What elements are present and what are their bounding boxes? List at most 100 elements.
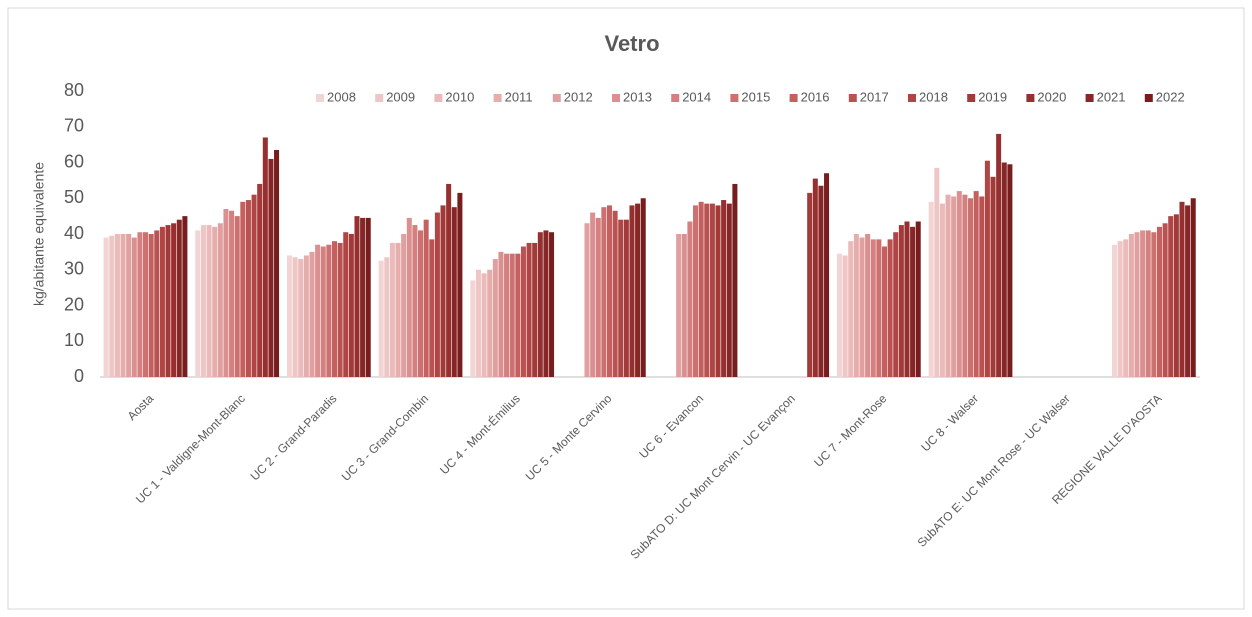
bar bbox=[709, 203, 715, 377]
bar bbox=[401, 234, 407, 377]
bar bbox=[470, 280, 476, 377]
bar bbox=[1162, 223, 1168, 377]
bar bbox=[893, 232, 899, 377]
bar bbox=[1190, 198, 1196, 377]
bar bbox=[842, 255, 848, 377]
bar bbox=[120, 234, 126, 377]
bar bbox=[481, 273, 487, 377]
legend-swatch bbox=[375, 94, 384, 102]
bar bbox=[287, 255, 293, 377]
bar bbox=[951, 196, 957, 377]
y-tick-label: 10 bbox=[64, 330, 84, 350]
bar bbox=[171, 223, 177, 377]
legend-label: 2014 bbox=[682, 89, 711, 104]
bar bbox=[601, 207, 607, 377]
bar bbox=[968, 198, 974, 377]
bar bbox=[446, 183, 452, 377]
bar bbox=[996, 133, 1002, 377]
bar bbox=[726, 203, 732, 377]
bar bbox=[881, 246, 887, 377]
bar bbox=[853, 234, 859, 377]
bar bbox=[515, 253, 521, 377]
bar bbox=[623, 219, 629, 377]
bar bbox=[360, 217, 366, 377]
bar bbox=[870, 239, 876, 377]
legend-swatch bbox=[316, 94, 324, 102]
y-tick-label: 60 bbox=[64, 151, 84, 171]
legend-label: 2012 bbox=[564, 89, 593, 104]
y-tick-label: 40 bbox=[64, 223, 84, 243]
legend-swatch bbox=[1144, 94, 1153, 102]
legend-swatch bbox=[612, 94, 620, 102]
y-tick-label: 70 bbox=[64, 116, 84, 136]
bar bbox=[429, 239, 435, 377]
bar bbox=[640, 198, 646, 377]
bar bbox=[229, 210, 235, 377]
bar bbox=[962, 194, 968, 377]
bar bbox=[126, 234, 132, 377]
bar bbox=[457, 192, 463, 377]
bar bbox=[549, 232, 555, 377]
bar bbox=[887, 239, 893, 377]
bar bbox=[1128, 234, 1134, 377]
legend-label: 2021 bbox=[1097, 89, 1126, 104]
bar bbox=[1151, 232, 1157, 377]
bar bbox=[234, 216, 240, 377]
bar bbox=[732, 183, 738, 377]
bar bbox=[176, 219, 182, 377]
bar bbox=[148, 234, 154, 377]
bar bbox=[606, 205, 612, 377]
legend-label: 2009 bbox=[386, 89, 415, 104]
bar bbox=[904, 221, 910, 377]
bar bbox=[848, 241, 854, 377]
bar bbox=[543, 230, 549, 377]
legend-swatch bbox=[908, 94, 916, 102]
bar bbox=[114, 234, 120, 377]
bar bbox=[292, 257, 298, 377]
bar bbox=[212, 226, 218, 377]
bar bbox=[721, 200, 727, 377]
bar bbox=[504, 253, 510, 377]
bar bbox=[1140, 230, 1146, 377]
bar bbox=[859, 237, 865, 377]
bar bbox=[681, 234, 687, 377]
bar bbox=[159, 226, 165, 377]
bar bbox=[245, 200, 251, 377]
legend-swatch bbox=[848, 94, 857, 102]
bar bbox=[303, 255, 309, 377]
bar bbox=[990, 176, 996, 377]
legend-label: 2020 bbox=[1037, 89, 1066, 104]
bar bbox=[1007, 164, 1013, 377]
bar bbox=[103, 237, 109, 377]
bar bbox=[475, 269, 481, 377]
bar bbox=[262, 137, 268, 377]
bar bbox=[423, 219, 429, 377]
legend-swatch bbox=[789, 94, 798, 102]
bar bbox=[109, 235, 115, 377]
y-tick-label: 20 bbox=[64, 294, 84, 314]
legend-swatch bbox=[552, 94, 561, 102]
y-tick-label: 30 bbox=[64, 259, 84, 279]
bar bbox=[1185, 205, 1191, 377]
legend-swatch bbox=[967, 94, 976, 102]
y-tick-label: 80 bbox=[64, 80, 84, 100]
bar bbox=[818, 185, 824, 377]
legend-label: 2022 bbox=[1156, 89, 1185, 104]
bar bbox=[257, 183, 263, 377]
bar bbox=[274, 149, 280, 377]
legend-swatch bbox=[434, 94, 443, 102]
bar bbox=[406, 217, 412, 377]
bar bbox=[590, 212, 596, 377]
y-tick-label: 50 bbox=[64, 187, 84, 207]
bar bbox=[206, 225, 212, 377]
legend-label: 2015 bbox=[741, 89, 770, 104]
bar bbox=[910, 226, 916, 377]
bar bbox=[865, 234, 871, 377]
bar bbox=[492, 259, 498, 377]
bar bbox=[520, 246, 526, 377]
bar bbox=[824, 173, 830, 377]
bar bbox=[509, 253, 515, 377]
bar bbox=[984, 160, 990, 377]
bar bbox=[532, 242, 538, 377]
bar bbox=[1145, 230, 1151, 377]
